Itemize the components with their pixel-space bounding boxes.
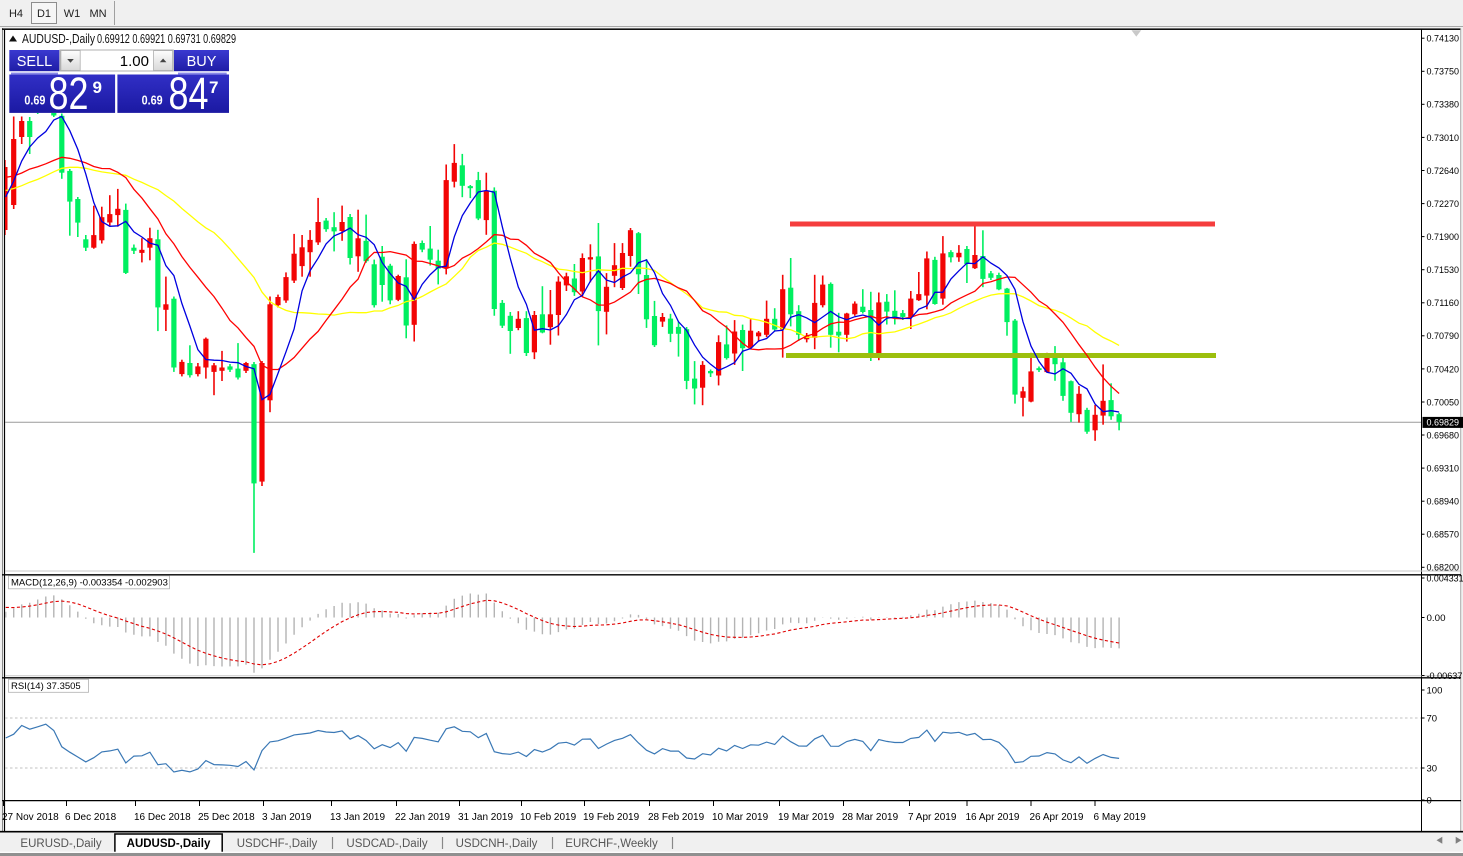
svg-text:0.73380: 0.73380 — [1427, 100, 1460, 111]
svg-text:10 Mar 2019: 10 Mar 2019 — [712, 812, 769, 823]
svg-text:SELL: SELL — [17, 54, 52, 70]
svg-text:0.70050: 0.70050 — [1427, 397, 1460, 408]
svg-text:28 Mar 2019: 28 Mar 2019 — [842, 812, 899, 823]
svg-text:100: 100 — [1427, 685, 1443, 696]
svg-text:19 Feb 2019: 19 Feb 2019 — [583, 812, 640, 823]
svg-text:0.69310: 0.69310 — [1427, 464, 1460, 475]
svg-text:RSI(14) 37.3505: RSI(14) 37.3505 — [11, 681, 81, 692]
svg-text:26 Apr 2019: 26 Apr 2019 — [1030, 812, 1084, 823]
svg-text:30: 30 — [1427, 763, 1438, 774]
svg-text:0.70420: 0.70420 — [1427, 364, 1460, 375]
svg-text:USDCHF-,Daily: USDCHF-,Daily — [237, 838, 318, 850]
svg-text:AUDUSD-,Daily: AUDUSD-,Daily — [127, 838, 211, 850]
svg-text:0.74130: 0.74130 — [1427, 34, 1460, 45]
svg-text:0.68570: 0.68570 — [1427, 530, 1460, 541]
svg-text:7 Apr 2019: 7 Apr 2019 — [908, 812, 957, 823]
svg-text:EURCHF-,Weekly: EURCHF-,Weekly — [565, 838, 658, 850]
svg-text:9: 9 — [93, 78, 102, 97]
svg-text:0.73010: 0.73010 — [1427, 133, 1460, 144]
svg-text:0.68200: 0.68200 — [1427, 563, 1460, 574]
svg-text:0: 0 — [1427, 795, 1432, 806]
svg-text:0.00: 0.00 — [1427, 613, 1446, 624]
svg-text:0.71530: 0.71530 — [1427, 265, 1460, 276]
svg-text:70: 70 — [1427, 713, 1438, 724]
svg-text:0.69: 0.69 — [142, 94, 163, 108]
svg-text:EURUSD-,Daily: EURUSD-,Daily — [20, 838, 101, 850]
svg-text:1.00: 1.00 — [120, 53, 149, 70]
svg-text:0.69: 0.69 — [24, 94, 45, 108]
svg-text:19 Mar 2019: 19 Mar 2019 — [778, 812, 835, 823]
svg-text:D1: D1 — [37, 8, 51, 20]
svg-text:MN: MN — [89, 8, 106, 20]
svg-text:0.69680: 0.69680 — [1427, 430, 1460, 441]
svg-text:6 Dec 2018: 6 Dec 2018 — [65, 812, 117, 823]
svg-text:16 Apr 2019: 16 Apr 2019 — [966, 812, 1020, 823]
svg-text:84: 84 — [169, 68, 209, 119]
svg-text:0.71160: 0.71160 — [1427, 298, 1460, 309]
svg-text:7: 7 — [209, 78, 218, 97]
svg-text:0.73750: 0.73750 — [1427, 67, 1460, 78]
svg-text:0.69912 0.69921 0.69731 0.6982: 0.69912 0.69921 0.69731 0.69829 — [97, 32, 236, 46]
svg-text:H4: H4 — [9, 8, 23, 20]
svg-text:AUDUSD-,Daily: AUDUSD-,Daily — [22, 32, 96, 46]
svg-text:0.72640: 0.72640 — [1427, 166, 1460, 177]
svg-text:0.004331: 0.004331 — [1427, 573, 1463, 584]
svg-text:31 Jan 2019: 31 Jan 2019 — [458, 812, 513, 823]
svg-text:27 Nov 2018: 27 Nov 2018 — [2, 812, 59, 823]
svg-text:16 Dec 2018: 16 Dec 2018 — [134, 812, 191, 823]
svg-text:10 Feb 2019: 10 Feb 2019 — [520, 812, 577, 823]
svg-text:13 Jan 2019: 13 Jan 2019 — [330, 812, 385, 823]
svg-text:MACD(12,26,9) -0.003354 -0.002: MACD(12,26,9) -0.003354 -0.002903 — [11, 578, 168, 589]
svg-text:28 Feb 2019: 28 Feb 2019 — [648, 812, 705, 823]
svg-text:0.71900: 0.71900 — [1427, 232, 1460, 243]
svg-text:22 Jan 2019: 22 Jan 2019 — [395, 812, 450, 823]
svg-text:0.69829: 0.69829 — [1427, 418, 1460, 429]
svg-text:0.70790: 0.70790 — [1427, 331, 1460, 342]
svg-text:W1: W1 — [64, 8, 81, 20]
svg-text:6 May 2019: 6 May 2019 — [1094, 812, 1147, 823]
svg-text:BUY: BUY — [187, 54, 217, 70]
svg-text:82: 82 — [49, 68, 89, 119]
svg-text:0.72270: 0.72270 — [1427, 199, 1460, 210]
svg-text:25 Dec 2018: 25 Dec 2018 — [198, 812, 255, 823]
svg-text:USDCNH-,Daily: USDCNH-,Daily — [456, 838, 538, 850]
svg-text:0.68940: 0.68940 — [1427, 497, 1460, 508]
svg-text:USDCAD-,Daily: USDCAD-,Daily — [346, 838, 427, 850]
svg-text:3 Jan 2019: 3 Jan 2019 — [262, 812, 312, 823]
